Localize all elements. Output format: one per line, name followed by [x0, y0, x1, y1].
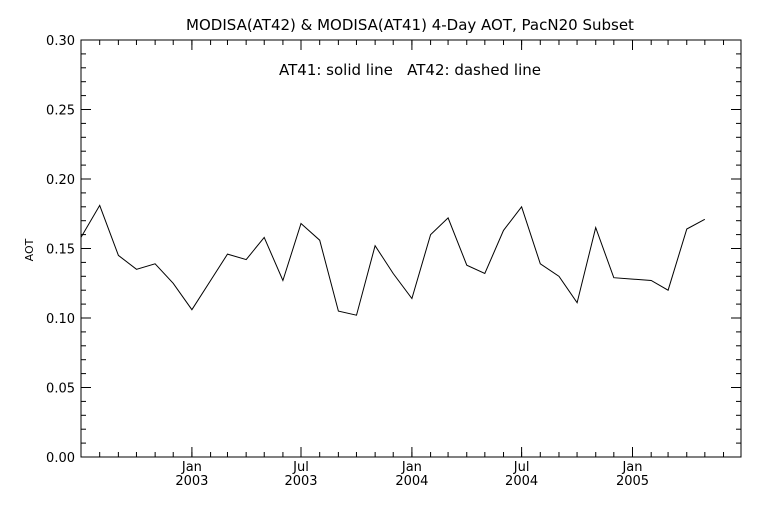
x-tick-label-year: 2003 [284, 474, 317, 489]
plot-frame [80, 39, 742, 458]
y-tick-label: 0.30 [46, 34, 75, 49]
y-tick-label: 0.05 [46, 382, 75, 397]
y-tick-label: 0.15 [46, 243, 75, 258]
chart-annotation: AT41: solid line AT42: dashed line [279, 61, 541, 79]
y-tick-label: 0.10 [46, 312, 75, 327]
x-tick-label-month: Jul [513, 460, 530, 475]
series-line-solid [80, 204, 706, 316]
x-tick-label-year: 2004 [505, 474, 538, 489]
y-tick-label: 0.25 [46, 104, 75, 119]
series-layer [80, 204, 706, 316]
x-tick-label-month: Jan [181, 460, 202, 475]
y-axis-label: AOT [23, 238, 36, 261]
x-tick-label-year: 2003 [175, 474, 208, 489]
x-tick-label-year: 2005 [616, 474, 649, 489]
y-tick-label: 0.00 [46, 451, 75, 466]
axes-layer: 0.000.050.100.150.200.250.30Jan2003Jul20… [46, 34, 741, 489]
y-tick-label: 0.20 [46, 173, 75, 188]
x-tick-label-month: Jan [401, 460, 422, 475]
x-tick-label-month: Jul [292, 460, 309, 475]
x-tick-label-year: 2004 [395, 474, 428, 489]
x-tick-label-month: Jan [621, 460, 642, 475]
chart-title: MODISA(AT42) & MODISA(AT41) 4-Day AOT, P… [186, 16, 634, 34]
